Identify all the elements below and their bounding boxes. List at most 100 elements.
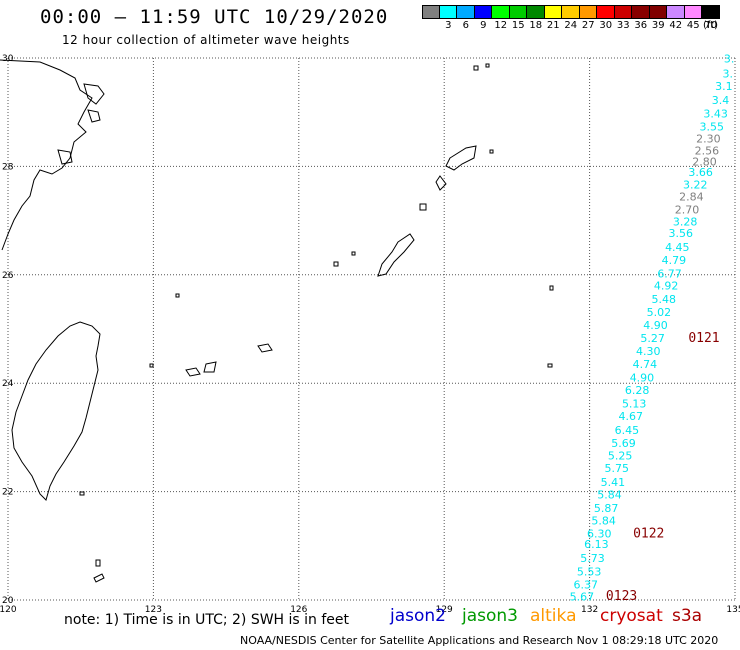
page-subtitle: 12 hour collection of altimeter wave hei… [62, 33, 350, 47]
swh-value: 3.56 [668, 227, 693, 240]
swh-value: 3.22 [683, 179, 708, 192]
swh-value: 2.80 [692, 155, 717, 168]
china-coastline-islands [57, 83, 105, 165]
swh-value: 5.27 [640, 332, 665, 345]
lat-lon-grid [7, 57, 736, 601]
swh-value: 5.75 [604, 462, 629, 475]
legend-label: 30 [599, 20, 613, 31]
swh-value: 5.48 [652, 293, 677, 306]
lat-tick-label: 24 [2, 379, 14, 389]
swh-value: 5.41 [601, 476, 626, 489]
legend-swatch: 3 [439, 5, 457, 31]
swh-value: 5.13 [622, 398, 647, 411]
swh-value: 2.56 [695, 144, 720, 157]
swh-value: 3.28 [673, 215, 698, 228]
swh-value: 6.37 [573, 579, 598, 592]
legend-swatch: 42 [667, 5, 685, 31]
swh-value: 3.1 [715, 80, 733, 93]
legend-label: 15 [511, 20, 525, 31]
time-stamp-labels: 0121 0122 0123 [606, 331, 720, 604]
satellite-cryosat: cryosat [600, 606, 663, 626]
swh-value: 3. [722, 68, 733, 81]
legend-swatch: 15 [509, 5, 527, 31]
swh-value: 5.84 [597, 489, 622, 502]
swh-value: 5.87 [594, 502, 619, 515]
swh-value: 3.43 [703, 108, 728, 121]
swh-value: 3. [724, 52, 735, 65]
satellite-jason2: jason2 [390, 606, 446, 626]
legend-swatch: 18 [527, 5, 545, 31]
lat-tick-label: 22 [2, 488, 13, 498]
legend-label: 45 [686, 20, 700, 31]
time-stamp: 0122 [633, 527, 664, 542]
swh-value: 5.25 [608, 450, 633, 463]
swh-value: 6.30 [587, 528, 612, 541]
china-coastline [0, 59, 93, 251]
legend-swatch: 24 [562, 5, 580, 31]
swh-value: 3.66 [688, 166, 713, 179]
time-stamp: 0123 [606, 589, 637, 604]
swh-labels: 3.3.3.13.43.433.552.302.562.803.663.222.… [570, 52, 735, 603]
color-legend: 3 6 9 12 15 18 21 24 27 30 33 36 39 42 45 70 [422, 5, 720, 31]
taiwan-coastline [11, 321, 101, 501]
swh-value: 6.28 [625, 384, 650, 397]
swh-value: 5.73 [580, 552, 605, 565]
swh-value: 4.92 [654, 279, 679, 292]
coastline [0, 59, 554, 583]
lat-tick-label: 28 [2, 162, 14, 172]
legend-label: 70 [704, 20, 718, 31]
legend-swatch: 39 [649, 5, 667, 31]
axis-tick-labels: 120 123 126 129 132 135 30 28 26 24 22 20 [0, 54, 740, 615]
swh-value: 4.79 [662, 254, 687, 267]
page-title: 00:00 – 11:59 UTC 10/29/2020 [40, 6, 389, 28]
swh-value: 6.13 [584, 538, 609, 551]
swh-value: 4.74 [633, 358, 658, 371]
legend-swatch: 12 [492, 5, 510, 31]
swh-value: 5.67 [570, 591, 595, 604]
swh-value: 3.4 [712, 94, 730, 107]
legend-swatch [422, 5, 440, 31]
legend-swatch: 21 [544, 5, 562, 31]
legend-label: 9 [480, 20, 487, 31]
legend-swatch: 36 [632, 5, 650, 31]
satellite-altika: altika [530, 606, 577, 626]
lon-tick-label: 123 [145, 605, 162, 615]
swh-value: 5.84 [591, 515, 616, 528]
satellite-jason3: jason3 [462, 606, 518, 626]
legend-label: 24 [564, 20, 578, 31]
legend-swatch: 45 [684, 5, 702, 31]
legend-swatch: 33 [614, 5, 632, 31]
legend-swatch: 9 [474, 5, 492, 31]
swh-value: 4.45 [665, 241, 690, 254]
swh-value: 6.45 [615, 424, 640, 437]
lon-tick-label: 129 [436, 605, 453, 615]
legend-label: 12 [494, 20, 508, 31]
legend-swatch: 27 [579, 5, 597, 31]
swh-value: 2.84 [679, 191, 704, 204]
swh-value: 2.70 [675, 204, 700, 217]
time-stamp: 0121 [688, 331, 719, 346]
swh-value: 5.69 [611, 437, 636, 450]
legend-label: 18 [529, 20, 543, 31]
amami-coastline [435, 145, 477, 191]
legend-swatch: 6 [457, 5, 475, 31]
okinawa-coastline [377, 233, 415, 277]
swh-value: 4.30 [636, 345, 661, 358]
lat-tick-label: 26 [2, 271, 14, 281]
swh-value: 5.02 [647, 306, 672, 319]
swh-value: 5.53 [577, 566, 602, 579]
legend-label: 33 [616, 20, 630, 31]
legend-label: 27 [581, 20, 595, 31]
legend-label: 42 [669, 20, 683, 31]
legend-unit: (ft) [703, 20, 719, 31]
legend-label: 6 [462, 20, 469, 31]
lon-tick-label: 126 [290, 605, 307, 615]
swh-value: 3.55 [699, 121, 724, 134]
yaeyama-coastline [185, 343, 273, 377]
islets [79, 63, 554, 583]
swh-value: 4.90 [630, 372, 655, 385]
swh-value: 4.67 [619, 410, 644, 423]
swh-value: 4.90 [643, 319, 668, 332]
satellite-s3a: s3a [672, 606, 703, 626]
